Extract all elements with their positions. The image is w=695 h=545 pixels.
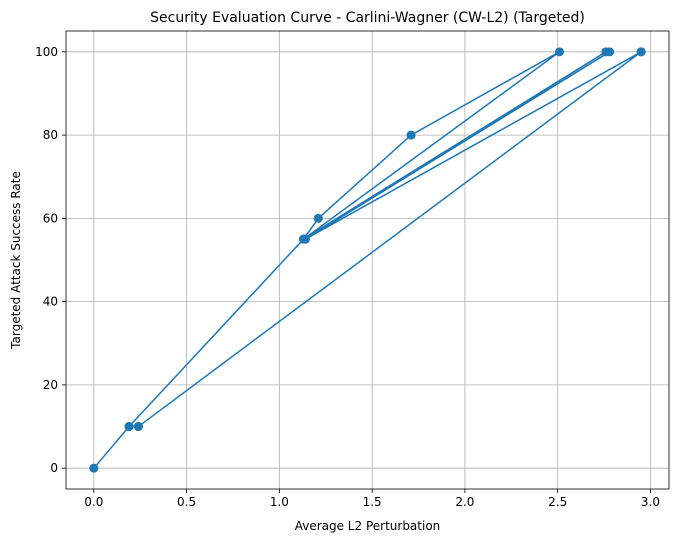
- x-tick-label-3: 1.5: [363, 495, 382, 509]
- grid-lines: [66, 31, 669, 489]
- x-tick-label-4: 2.0: [455, 495, 474, 509]
- x-tick-label-2: 1.0: [270, 495, 289, 509]
- x-tick-label-0: 0.0: [84, 495, 103, 509]
- y-tick-label-4: 80: [43, 128, 58, 142]
- plot-area-border: [65, 30, 670, 490]
- x-axis-ticks: 0.0 0.5 1.0 1.5 2.0 2.5 3.0: [84, 489, 660, 509]
- y-tick-label-3: 60: [43, 211, 58, 225]
- x-axis-label: Average L2 Perturbation: [295, 519, 441, 533]
- data-point-0-3: [124, 422, 134, 432]
- x-tick-label-5: 2.5: [548, 495, 567, 509]
- y-tick-label-5: 100: [35, 45, 58, 59]
- y-tick-label-0: 0: [50, 461, 58, 475]
- x-tick-label-1: 0.5: [177, 495, 196, 509]
- axes-frame: [65, 30, 670, 490]
- chart-title: Security Evaluation Curve - Carlini-Wagn…: [150, 10, 585, 26]
- data-point-0-11: [605, 47, 615, 57]
- y-tick-label-1: 20: [43, 378, 58, 392]
- data-point-0-0: [89, 463, 99, 473]
- data-point-0-12: [300, 234, 310, 244]
- data-point-0-14: [133, 422, 143, 432]
- series-line-0: [93, 51, 642, 469]
- data-point-0-6: [406, 130, 416, 140]
- x-tick-label-6: 3.0: [641, 495, 660, 509]
- data-point-0-15: [636, 47, 646, 57]
- y-tick-label-2: 40: [43, 295, 58, 309]
- data-point-0-5: [313, 213, 323, 223]
- y-axis-label: Targeted Attack Success Rate: [9, 171, 23, 350]
- y-axis-ticks: 0 20 40 60 80 100: [35, 45, 66, 475]
- data-point-0-7: [555, 47, 565, 57]
- series: [89, 47, 646, 473]
